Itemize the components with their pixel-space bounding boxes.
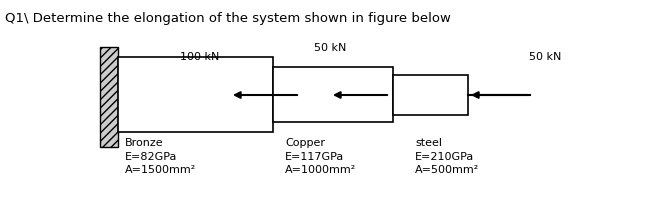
Text: Q1\ Determine the elongation of the system shown in figure below: Q1\ Determine the elongation of the syst…: [5, 12, 451, 25]
Text: 100 kN: 100 kN: [181, 52, 220, 62]
Text: Copper
E=117GPa
A=1000mm²: Copper E=117GPa A=1000mm²: [285, 137, 356, 174]
Text: steel
E=210GPa
A=500mm²: steel E=210GPa A=500mm²: [415, 137, 479, 174]
Bar: [273, 68, 393, 122]
Bar: [100, 48, 118, 147]
Text: 50 kN: 50 kN: [314, 43, 346, 53]
Text: 50 kN: 50 kN: [529, 52, 561, 62]
Bar: [393, 76, 468, 115]
Bar: [118, 58, 273, 132]
Text: Bronze
E=82GPa
A=1500mm²: Bronze E=82GPa A=1500mm²: [125, 137, 196, 174]
